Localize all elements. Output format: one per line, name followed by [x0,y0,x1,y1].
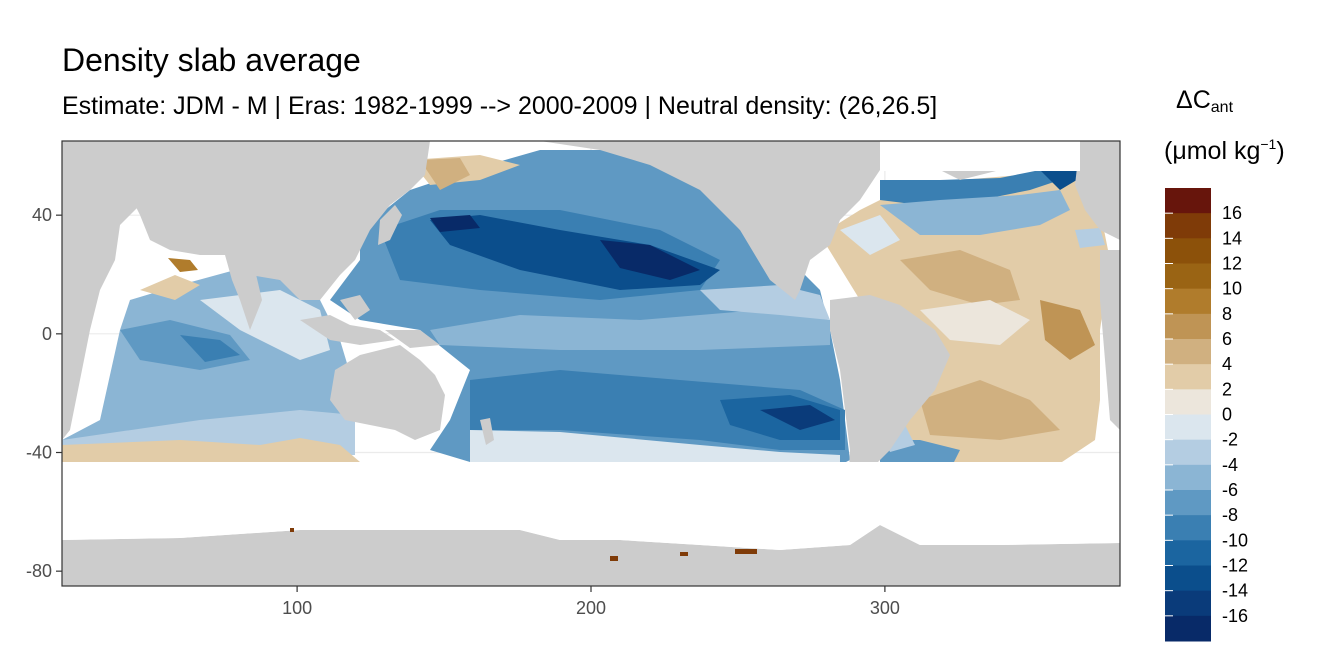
x-tick-label: 200 [576,598,606,618]
legend-label: 8 [1222,304,1232,324]
legend-label: -6 [1222,480,1238,500]
legend-color-step [1165,565,1211,592]
legend-label: 6 [1222,329,1232,349]
y-tick-label: -80 [26,561,52,581]
legend-label: -8 [1222,505,1238,525]
new-zealand-land [480,418,494,445]
arabian-sea-brown [168,258,198,272]
legend-label: 14 [1222,228,1242,248]
legend-color-step [1165,339,1211,365]
borneo-land [340,295,370,320]
antarctic-margin-marks [290,528,757,561]
legend-label: 4 [1222,354,1232,374]
legend-unit-open: (μmol kg [1164,137,1261,165]
legend-color-step [1165,263,1211,290]
okhotsk-brown [420,158,470,190]
arabian-sea-beige [140,275,200,300]
legend-color-step [1165,439,1211,466]
legend-color-step [1165,389,1211,415]
africa-land [62,141,150,440]
legend-color-step [1165,288,1211,315]
legend-color-step [1165,238,1211,264]
legend-color-step [1165,313,1211,340]
legend-label: 2 [1222,379,1232,399]
india-land [225,255,262,330]
pacific-south-deep [760,405,835,430]
japan-land [378,205,402,245]
australia-land [330,345,445,440]
atlantic-north-blue [880,170,1060,205]
legend-label: 0 [1222,405,1232,425]
pacific-south-pale [470,430,840,470]
legend-labels: 16 14 12 10 8 6 4 2 0 -2 -4 -6 -8 -10 -12 -14 -16 [1165,203,1248,626]
atlantic-equator-pale [920,300,1030,345]
legend-label: -2 [1222,430,1238,450]
legend-color-step [1165,515,1211,541]
amundsen-brown-mark [680,552,688,556]
x-tick-label: 100 [282,598,312,618]
y-axis: 40 0 -40 -80 [26,205,62,581]
southern-rim-beige [62,438,360,464]
legend-label: -4 [1222,455,1238,475]
mediterranean-blue [1075,228,1105,248]
antarctica-land [62,525,1120,586]
chart-title: Density slab average [62,42,361,78]
ross-brown-mark [735,549,757,554]
legend-color-step [1165,615,1211,642]
indian-ocean-deep [180,335,240,362]
legend-unit-close: ) [1276,137,1285,165]
south-america-land [830,295,950,495]
x-tick-label: 300 [870,598,900,618]
atlantic-east-brown [1040,300,1095,360]
y-tick-label: 40 [32,205,52,225]
legend-unit-sup: −1 [1260,136,1277,152]
legend-colorbar [1165,188,1211,642]
atlantic-south-brown [920,380,1060,440]
gulf-stream-pale [840,215,900,255]
legend-title-symbol: ΔCant [1176,86,1233,117]
pacific-north-deep [600,240,700,280]
legend-color-step [1165,464,1211,491]
legend-label: -16 [1222,606,1248,626]
atlantic-north-pale [880,190,1070,235]
legend-label: 16 [1222,203,1242,223]
chart-subtitle: Estimate: JDM - M | Eras: 1982-1999 --> … [62,92,938,120]
weddell-brown-mark [610,556,618,561]
north-america-land [540,141,900,300]
legend-label: 12 [1222,254,1242,274]
legend-symbol: ΔC [1176,86,1211,114]
legend-label: -10 [1222,530,1248,550]
legend-color-step [1165,188,1211,214]
map-panel [62,141,1120,586]
legend-color-step [1165,213,1211,239]
y-tick-label: 0 [42,324,52,344]
y-tick-label: -40 [26,443,52,463]
pacific-equator-pale [430,310,830,350]
legend-label: 10 [1222,279,1242,299]
legend-color-step [1165,490,1211,516]
indian-ocean-east-pale [200,290,330,360]
legend-color-step [1165,414,1211,441]
kuroshio-deep [430,215,480,232]
x-axis: 100 200 300 [282,586,900,618]
legend-color-step [1165,590,1211,617]
legend-label: -14 [1222,581,1248,601]
southern-no-data [62,462,1120,550]
indonesia-land [300,315,395,345]
arctic-no-data [880,141,1080,171]
asia-land [62,141,430,300]
atlantic-subtropic-brown [900,250,1020,305]
legend-color-step [1165,540,1211,566]
legend-label: -12 [1222,556,1248,576]
legend-subscript: ant [1210,99,1234,116]
legend-color-step [1165,364,1211,390]
new-guinea-land [385,330,440,348]
land-masses [62,141,1120,586]
legend-title-unit: (μmol kg−1) [1164,136,1285,166]
east-ant-brown-mark [290,528,294,532]
europe-land [1075,141,1120,240]
africa-east-land [1100,250,1120,430]
